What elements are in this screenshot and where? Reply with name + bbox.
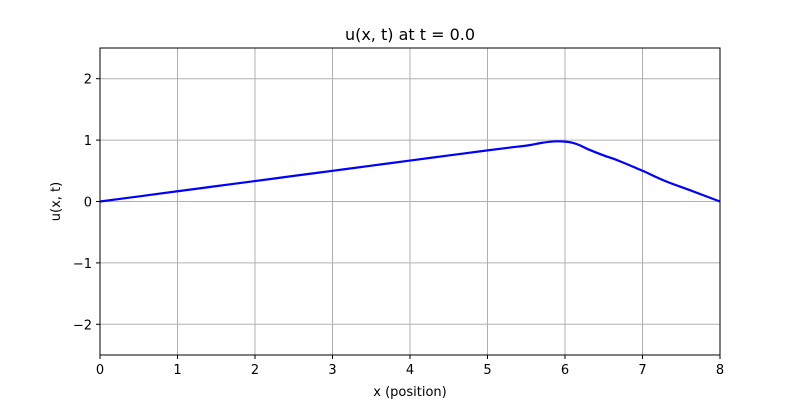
chart-title: u(x, t) at t = 0.0 <box>345 25 475 44</box>
x-tick-label: 6 <box>561 363 569 378</box>
ticks: 0 1 2 3 4 5 6 7 8 −2 −1 0 1 2 <box>73 73 724 378</box>
y-axis-label: u(x, t) <box>49 182 64 221</box>
y-tick-label: 0 <box>84 196 92 211</box>
y-tick-label: 2 <box>84 73 92 88</box>
x-tick-label: 8 <box>716 363 724 378</box>
x-tick-label: 2 <box>251 363 259 378</box>
x-tick-label: 1 <box>173 363 181 378</box>
y-tick-label: 1 <box>84 134 92 149</box>
grid <box>99 48 721 355</box>
x-tick-label: 4 <box>406 363 414 378</box>
series-line <box>99 140 721 203</box>
x-tick-label: 7 <box>638 363 646 378</box>
x-axis-label: x (position) <box>373 385 446 400</box>
x-tick-label: 3 <box>328 363 336 378</box>
x-tick-label: 0 <box>96 363 104 378</box>
series-layer <box>99 140 721 203</box>
y-tick-label: −2 <box>73 318 92 333</box>
y-tick-label: −1 <box>73 257 92 272</box>
x-tick-label: 5 <box>483 363 491 378</box>
